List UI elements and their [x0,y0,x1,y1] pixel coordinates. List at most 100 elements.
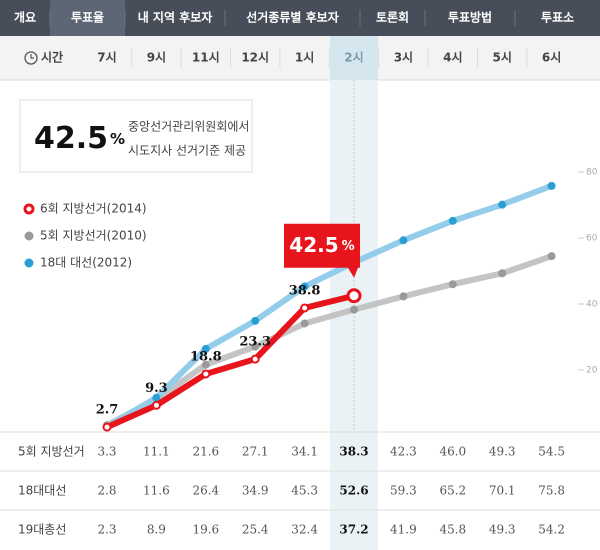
x-tick-label[interactable]: 4시 [443,51,462,65]
nav-tab-label[interactable]: 개요 [14,11,36,25]
x-tick-label[interactable]: 1시 [295,51,314,65]
table-cell: 52.6 [339,484,368,498]
series-marker [346,288,362,304]
x-tick-label[interactable]: 12시 [241,51,269,65]
x-tick-label[interactable]: 7시 [97,51,116,65]
series-marker [300,282,309,291]
nav-tab-label[interactable]: 내 지역 후보자 [138,10,213,25]
data-label: 2.7 [96,403,119,418]
x-tick-label[interactable]: 9시 [147,51,166,65]
table-cell: 2.8 [97,484,116,498]
table-cell: 34.9 [242,484,269,498]
callout-value: 42.5 [289,232,338,256]
table-cell: 49.3 [489,445,516,459]
info-value: 42.5% [34,121,125,156]
table-cell: 11.6 [143,484,170,498]
legend-marker [24,258,34,268]
x-tick-label[interactable]: 2시 [344,51,363,65]
legend-marker [23,203,35,215]
series-line [105,253,553,428]
table-cell: 27.1 [242,445,269,459]
x-tick-label[interactable]: 11시 [192,51,220,65]
series-marker [201,360,210,369]
series-marker [251,316,260,325]
series-marker [102,422,112,432]
series-marker [399,236,408,245]
clock-icon [24,51,38,65]
series-marker [399,292,408,301]
series-marker [448,216,457,225]
data-label: 38.8 [289,283,321,298]
nav-tab-label[interactable]: 투표소 [541,11,574,25]
x-tick-label[interactable]: 3시 [394,51,413,65]
series-line [105,183,553,430]
x-tick-label[interactable]: 5시 [493,51,512,65]
info-box [19,99,253,173]
series-marker [498,269,507,278]
series-marker [300,303,310,313]
info-line: 중앙선거관리위원회에서 [128,120,249,134]
nav-tab-label[interactable]: 선거종류별 후보자 [246,10,339,25]
callout-box [284,223,360,278]
callout-text: 42.5% [289,232,354,256]
table-cell: 37.2 [339,523,368,537]
table-cell: 32.4 [291,523,318,537]
info-line: 시도지사 선거기준 제공 [128,144,246,158]
highlight-header [330,36,378,80]
table-cell: 26.4 [192,484,219,498]
table-cell: 11.1 [143,445,170,459]
series-marker [547,252,556,261]
series-marker [201,344,210,353]
series-marker [350,305,358,314]
table-cell: 34.1 [291,445,318,459]
table-cell: 3.3 [97,445,116,459]
y-tick-label: 60 [586,234,598,244]
series-marker [300,319,309,328]
series-marker [251,342,260,351]
nav-tab[interactable] [50,0,125,36]
table-cell: 41.9 [390,523,417,537]
table-cell: 8.9 [147,523,166,537]
table-cell: 75.8 [538,484,565,498]
table-cell: 46.0 [439,445,466,459]
series-marker [152,393,161,402]
row-label: 5회 지방선거 [18,445,85,459]
legend-label: 6회 지방선거(2014) [40,202,147,216]
table-cell: 65.2 [439,484,466,498]
nav-tab-label[interactable]: 투표율 [71,11,104,25]
series-marker [151,400,161,410]
table-cell: 2.3 [97,523,116,537]
table-cell: 45.8 [439,523,466,537]
legend-label: 5회 지방선거(2010) [40,229,147,243]
table-cell: 49.3 [489,523,516,537]
x-tick-label[interactable]: 6시 [542,51,561,65]
table-cell: 38.3 [339,445,368,459]
callout-unit: % [342,238,355,253]
series-marker [498,200,507,209]
clock-hands [30,54,34,59]
nav-tab-label[interactable]: 투표방법 [448,10,492,25]
data-label: 9.3 [145,381,168,396]
nav-tab-label[interactable]: 토론회 [376,10,409,25]
table-cell: 45.3 [291,484,318,498]
table-cell: 54.2 [538,523,565,537]
row-label: 18대대선 [18,484,66,498]
series-marker [448,280,457,289]
table-cell: 59.3 [390,484,417,498]
legend-label: 18대 대선(2012) [40,256,132,270]
table-cell: 42.3 [390,445,417,459]
series-marker [201,369,211,379]
row-label: 19대총선 [18,523,66,537]
legend-marker [24,231,34,241]
time-bar [0,36,600,80]
y-tick-label: 40 [586,300,598,310]
y-tick-label: 20 [586,366,598,376]
series-line [105,292,355,430]
y-tick-label: 80 [586,168,598,178]
table-cell: 21.6 [192,445,219,459]
series-marker [547,181,556,190]
data-label: 18.8 [190,349,222,364]
table-cell: 54.5 [538,445,565,459]
